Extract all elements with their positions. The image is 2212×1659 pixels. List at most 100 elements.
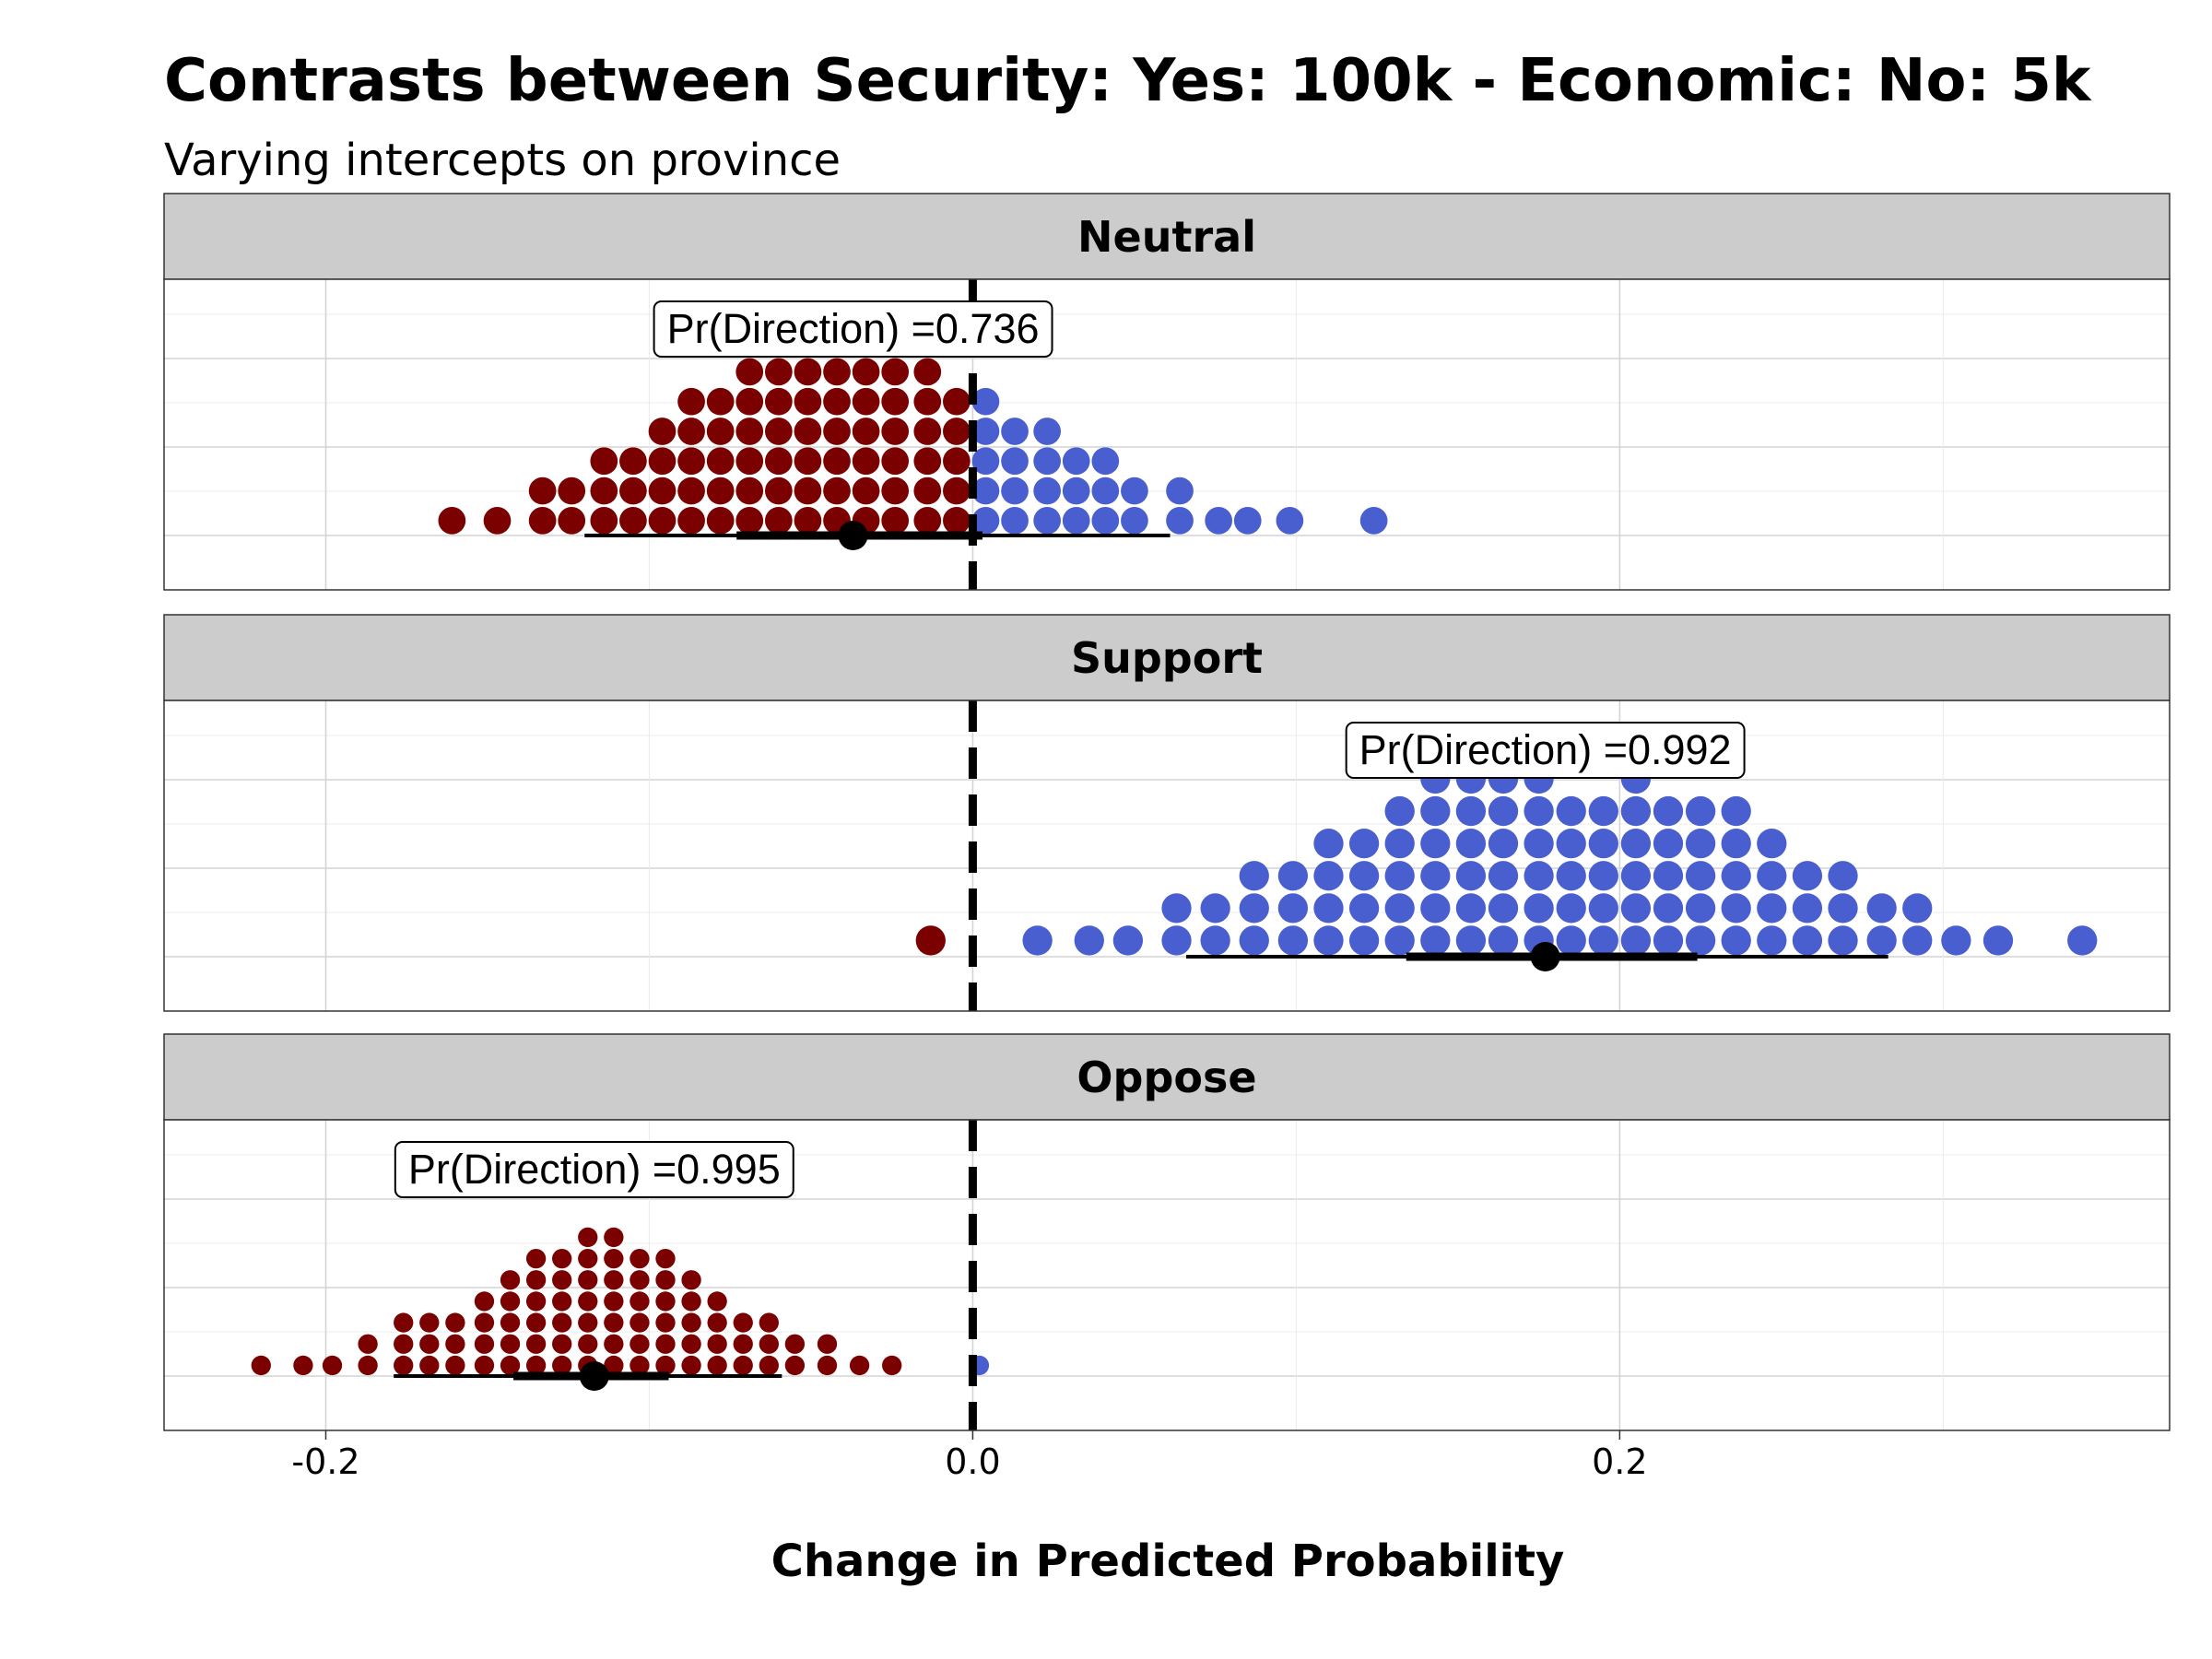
data-dot — [881, 387, 910, 416]
data-dot — [735, 358, 764, 386]
data-dot — [1033, 418, 1061, 445]
data-dot — [629, 1270, 650, 1290]
direction-label-box — [653, 300, 1053, 358]
median-point — [1530, 942, 1560, 971]
data-dot — [590, 477, 618, 505]
data-dot — [1384, 893, 1415, 924]
data-dot — [655, 1270, 676, 1290]
data-dot — [1524, 893, 1554, 924]
data-dot — [706, 387, 735, 416]
data-dot — [1757, 829, 1787, 859]
panel-neutral: Neutral Pr(Direction) =0.736 — [163, 193, 2171, 591]
data-dot — [1588, 829, 1618, 859]
data-dot — [764, 507, 793, 535]
data-dot — [1348, 925, 1380, 956]
data-dot — [1455, 861, 1487, 891]
data-dot — [1033, 477, 1061, 505]
data-dot — [735, 387, 764, 416]
data-dot — [500, 1334, 521, 1354]
data-dot — [474, 1312, 495, 1333]
data-dot — [590, 447, 618, 476]
data-dot — [707, 1291, 727, 1312]
facet-strip — [163, 1033, 2171, 1121]
panel-border — [163, 1119, 2171, 1431]
data-dot — [1588, 925, 1618, 956]
data-dot — [823, 477, 851, 505]
data-dot — [913, 387, 942, 416]
data-dot — [794, 507, 822, 535]
data-dot — [604, 1355, 624, 1376]
facet-strip — [163, 193, 2171, 280]
data-dot — [1239, 861, 1269, 891]
data-dot — [528, 477, 557, 505]
data-dot — [1001, 447, 1029, 476]
data-dot — [707, 1334, 727, 1354]
data-dot — [1277, 893, 1309, 924]
data-dot — [1488, 829, 1519, 859]
data-dot — [681, 1291, 701, 1312]
data-dot — [1556, 861, 1586, 891]
data-dot — [849, 1355, 870, 1376]
facet-label: Neutral — [1077, 212, 1256, 262]
data-dot — [881, 477, 910, 505]
data-dot — [706, 447, 735, 476]
data-dot — [1866, 893, 1897, 924]
data-dot — [677, 387, 705, 416]
data-dot — [1091, 507, 1120, 535]
data-dot — [1276, 507, 1304, 535]
data-dot — [604, 1291, 624, 1312]
data-dot — [794, 447, 822, 476]
data-dot — [1556, 795, 1586, 827]
data-dot — [558, 477, 586, 505]
data-dot — [1033, 447, 1061, 476]
data-dot — [1200, 925, 1230, 956]
data-dot — [619, 477, 647, 505]
data-dot — [1062, 507, 1090, 535]
data-dot — [648, 507, 677, 535]
data-dot — [1200, 893, 1230, 924]
data-dot — [1313, 893, 1344, 924]
data-dot — [1524, 795, 1554, 827]
data-dot — [1348, 829, 1380, 859]
data-dot — [394, 1355, 414, 1376]
data-dot — [1757, 861, 1787, 891]
data-dot — [2067, 925, 2098, 956]
data-dot — [1121, 507, 1148, 535]
data-dot — [1239, 893, 1269, 924]
data-dot — [881, 447, 910, 476]
data-dot — [500, 1312, 521, 1333]
data-dot — [823, 447, 851, 476]
data-dot — [655, 1355, 676, 1376]
data-dot — [943, 447, 971, 476]
data-dot — [913, 507, 942, 535]
data-dot — [881, 358, 910, 386]
data-dot — [733, 1312, 753, 1333]
data-dot — [1348, 893, 1380, 924]
data-dot — [943, 477, 971, 505]
data-dot — [525, 1355, 547, 1376]
data-dot — [1828, 893, 1858, 924]
x-axis: -0.2 0.0 0.2 — [291, 1430, 1648, 1482]
data-dot — [1239, 925, 1269, 956]
data-dot — [784, 1334, 806, 1354]
data-dot — [1384, 861, 1415, 891]
data-dot — [629, 1355, 650, 1376]
direction-label: Pr(Direction) =0.992 — [1345, 722, 1746, 779]
data-dot — [1866, 925, 1897, 956]
data-dot — [1488, 893, 1519, 924]
data-dot — [552, 1248, 572, 1269]
data-dot — [1091, 447, 1120, 476]
data-dot — [394, 1312, 414, 1333]
data-dot — [677, 507, 705, 535]
data-dot — [438, 507, 466, 535]
data-dot — [735, 418, 764, 445]
data-dot — [971, 387, 1000, 416]
data-dot — [629, 1312, 650, 1333]
data-dot — [1091, 477, 1120, 505]
data-dot — [1620, 893, 1652, 924]
data-dot — [500, 1291, 521, 1312]
data-dot — [648, 418, 677, 445]
data-dot — [1313, 861, 1344, 891]
panel-border — [163, 700, 2171, 1012]
data-dot — [500, 1270, 521, 1290]
